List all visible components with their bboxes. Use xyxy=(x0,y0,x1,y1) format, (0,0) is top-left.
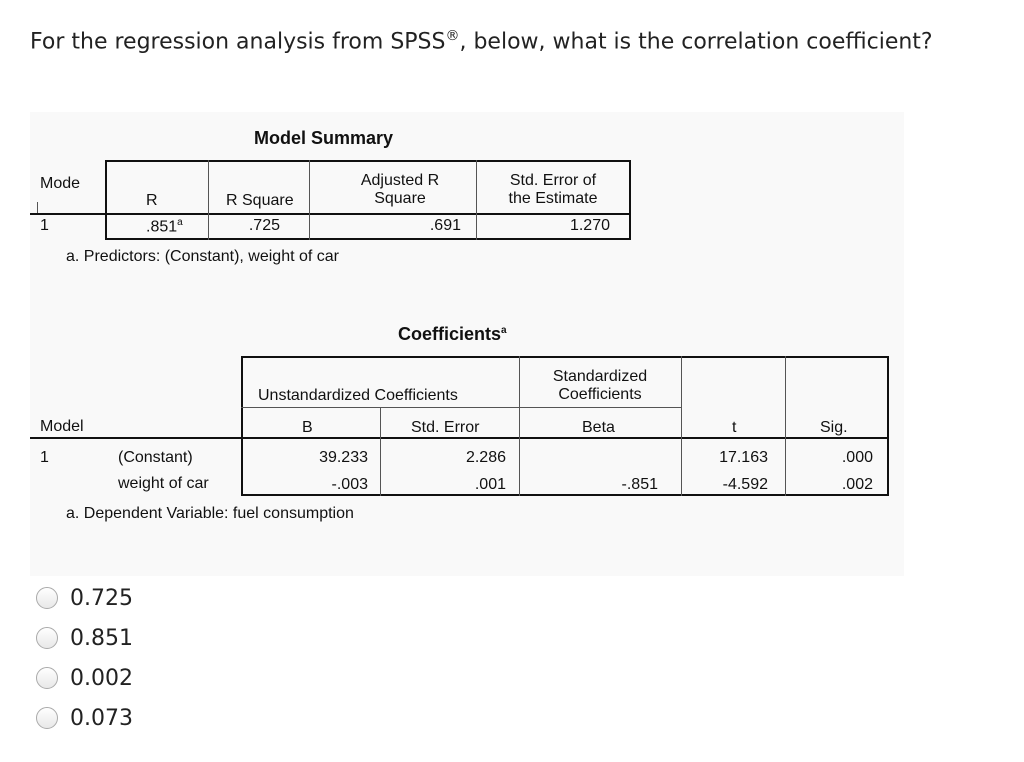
ms-cell-std-err: 1.270 xyxy=(569,217,610,234)
ms-header-adj-r-1: Adjusted R xyxy=(360,172,440,189)
answer-option[interactable]: 0.002 xyxy=(36,658,133,698)
coefficients-frame xyxy=(241,356,889,496)
answer-option[interactable]: 0.725 xyxy=(36,578,133,618)
ms-header-model: Mode xyxy=(40,175,81,192)
spss-output-image xyxy=(30,112,904,576)
coefficients-title: Coefficientsa xyxy=(398,324,507,345)
ms-divider-3 xyxy=(476,160,477,240)
co-header-sig: Sig. xyxy=(820,419,848,436)
ms-divider-2 xyxy=(309,160,310,240)
co-row1-sig: .000 xyxy=(841,449,873,466)
co-row2-name: weight of car xyxy=(118,475,209,492)
registered-mark: ® xyxy=(445,28,460,44)
ms-header-std-err-2: the Estimate xyxy=(508,190,598,207)
co-header-std-1: Standardized xyxy=(552,368,648,385)
ms-header-r: R xyxy=(146,192,158,209)
co-divider-beta xyxy=(681,356,682,496)
co-row1-model: 1 xyxy=(40,449,49,466)
ms-cell-adj-r-square: .691 xyxy=(429,217,461,234)
radio-button[interactable] xyxy=(36,707,58,729)
option-label: 0.725 xyxy=(70,585,133,611)
co-row2-sig: .002 xyxy=(841,476,873,493)
question-text: For the regression analysis from SPSS®, … xyxy=(30,28,933,54)
co-row2-b: -.003 xyxy=(331,476,368,493)
co-header-std-error: Std. Error xyxy=(411,419,480,436)
co-header-unstd: Unstandardized Coefficients xyxy=(258,387,458,404)
co-row2-t: -4.592 xyxy=(722,476,768,493)
option-label: 0.851 xyxy=(70,625,133,651)
coefficients-header-rule xyxy=(30,437,889,439)
answer-option[interactable]: 0.073 xyxy=(36,698,133,738)
answer-option[interactable]: 0.851 xyxy=(36,618,133,658)
co-row1-name: (Constant) xyxy=(118,449,193,466)
ms-model-tick xyxy=(37,202,38,213)
ms-cell-r: .851a xyxy=(146,217,183,236)
radio-button[interactable] xyxy=(36,667,58,689)
co-divider-se xyxy=(519,356,520,496)
ms-cell-model: 1 xyxy=(40,217,49,234)
co-divider-t xyxy=(785,356,786,496)
ms-cell-r-square: .725 xyxy=(248,217,280,234)
model-summary-title: Model Summary xyxy=(254,128,394,148)
question-text-part1: For the regression analysis from SPSS xyxy=(30,29,446,55)
ms-header-std-err-1: Std. Error of xyxy=(509,172,597,189)
ms-header-adj-r-2: Square xyxy=(374,190,426,207)
co-row1-std-error: 2.286 xyxy=(465,449,506,466)
co-header-std-2: Coefficients xyxy=(558,386,642,403)
co-header-model: Model xyxy=(40,418,84,435)
co-row2-std-error: .001 xyxy=(474,476,506,493)
ms-header-r-square: R Square xyxy=(226,192,294,209)
ms-footnote: a. Predictors: (Constant), weight of car xyxy=(66,248,339,265)
co-row1-b: 39.233 xyxy=(319,449,368,466)
co-header-beta: Beta xyxy=(582,419,615,436)
radio-button[interactable] xyxy=(36,587,58,609)
model-summary-frame xyxy=(105,160,631,240)
co-divider-b xyxy=(380,408,381,496)
co-subheader-rule xyxy=(241,407,681,408)
co-row2-beta: -.851 xyxy=(621,476,658,493)
answer-options: 0.725 0.851 0.002 0.073 xyxy=(36,578,133,738)
co-header-b: B xyxy=(302,419,313,436)
question-text-part2: , below, what is the correlation coeffic… xyxy=(459,29,933,55)
ms-cell-r-note: a xyxy=(177,217,183,228)
coefficients-title-text: Coefficients xyxy=(398,324,502,344)
radio-button[interactable] xyxy=(36,627,58,649)
ms-divider-1 xyxy=(208,160,209,240)
coefficients-title-note: a xyxy=(501,325,507,336)
model-summary-header-rule xyxy=(30,213,631,215)
ms-cell-r-value: .851 xyxy=(146,218,178,236)
co-row1-t: 17.163 xyxy=(719,449,768,466)
option-label: 0.073 xyxy=(70,705,133,731)
option-label: 0.002 xyxy=(70,665,133,691)
co-header-t: t xyxy=(732,419,737,436)
co-footnote: a. Dependent Variable: fuel consumption xyxy=(66,505,354,522)
